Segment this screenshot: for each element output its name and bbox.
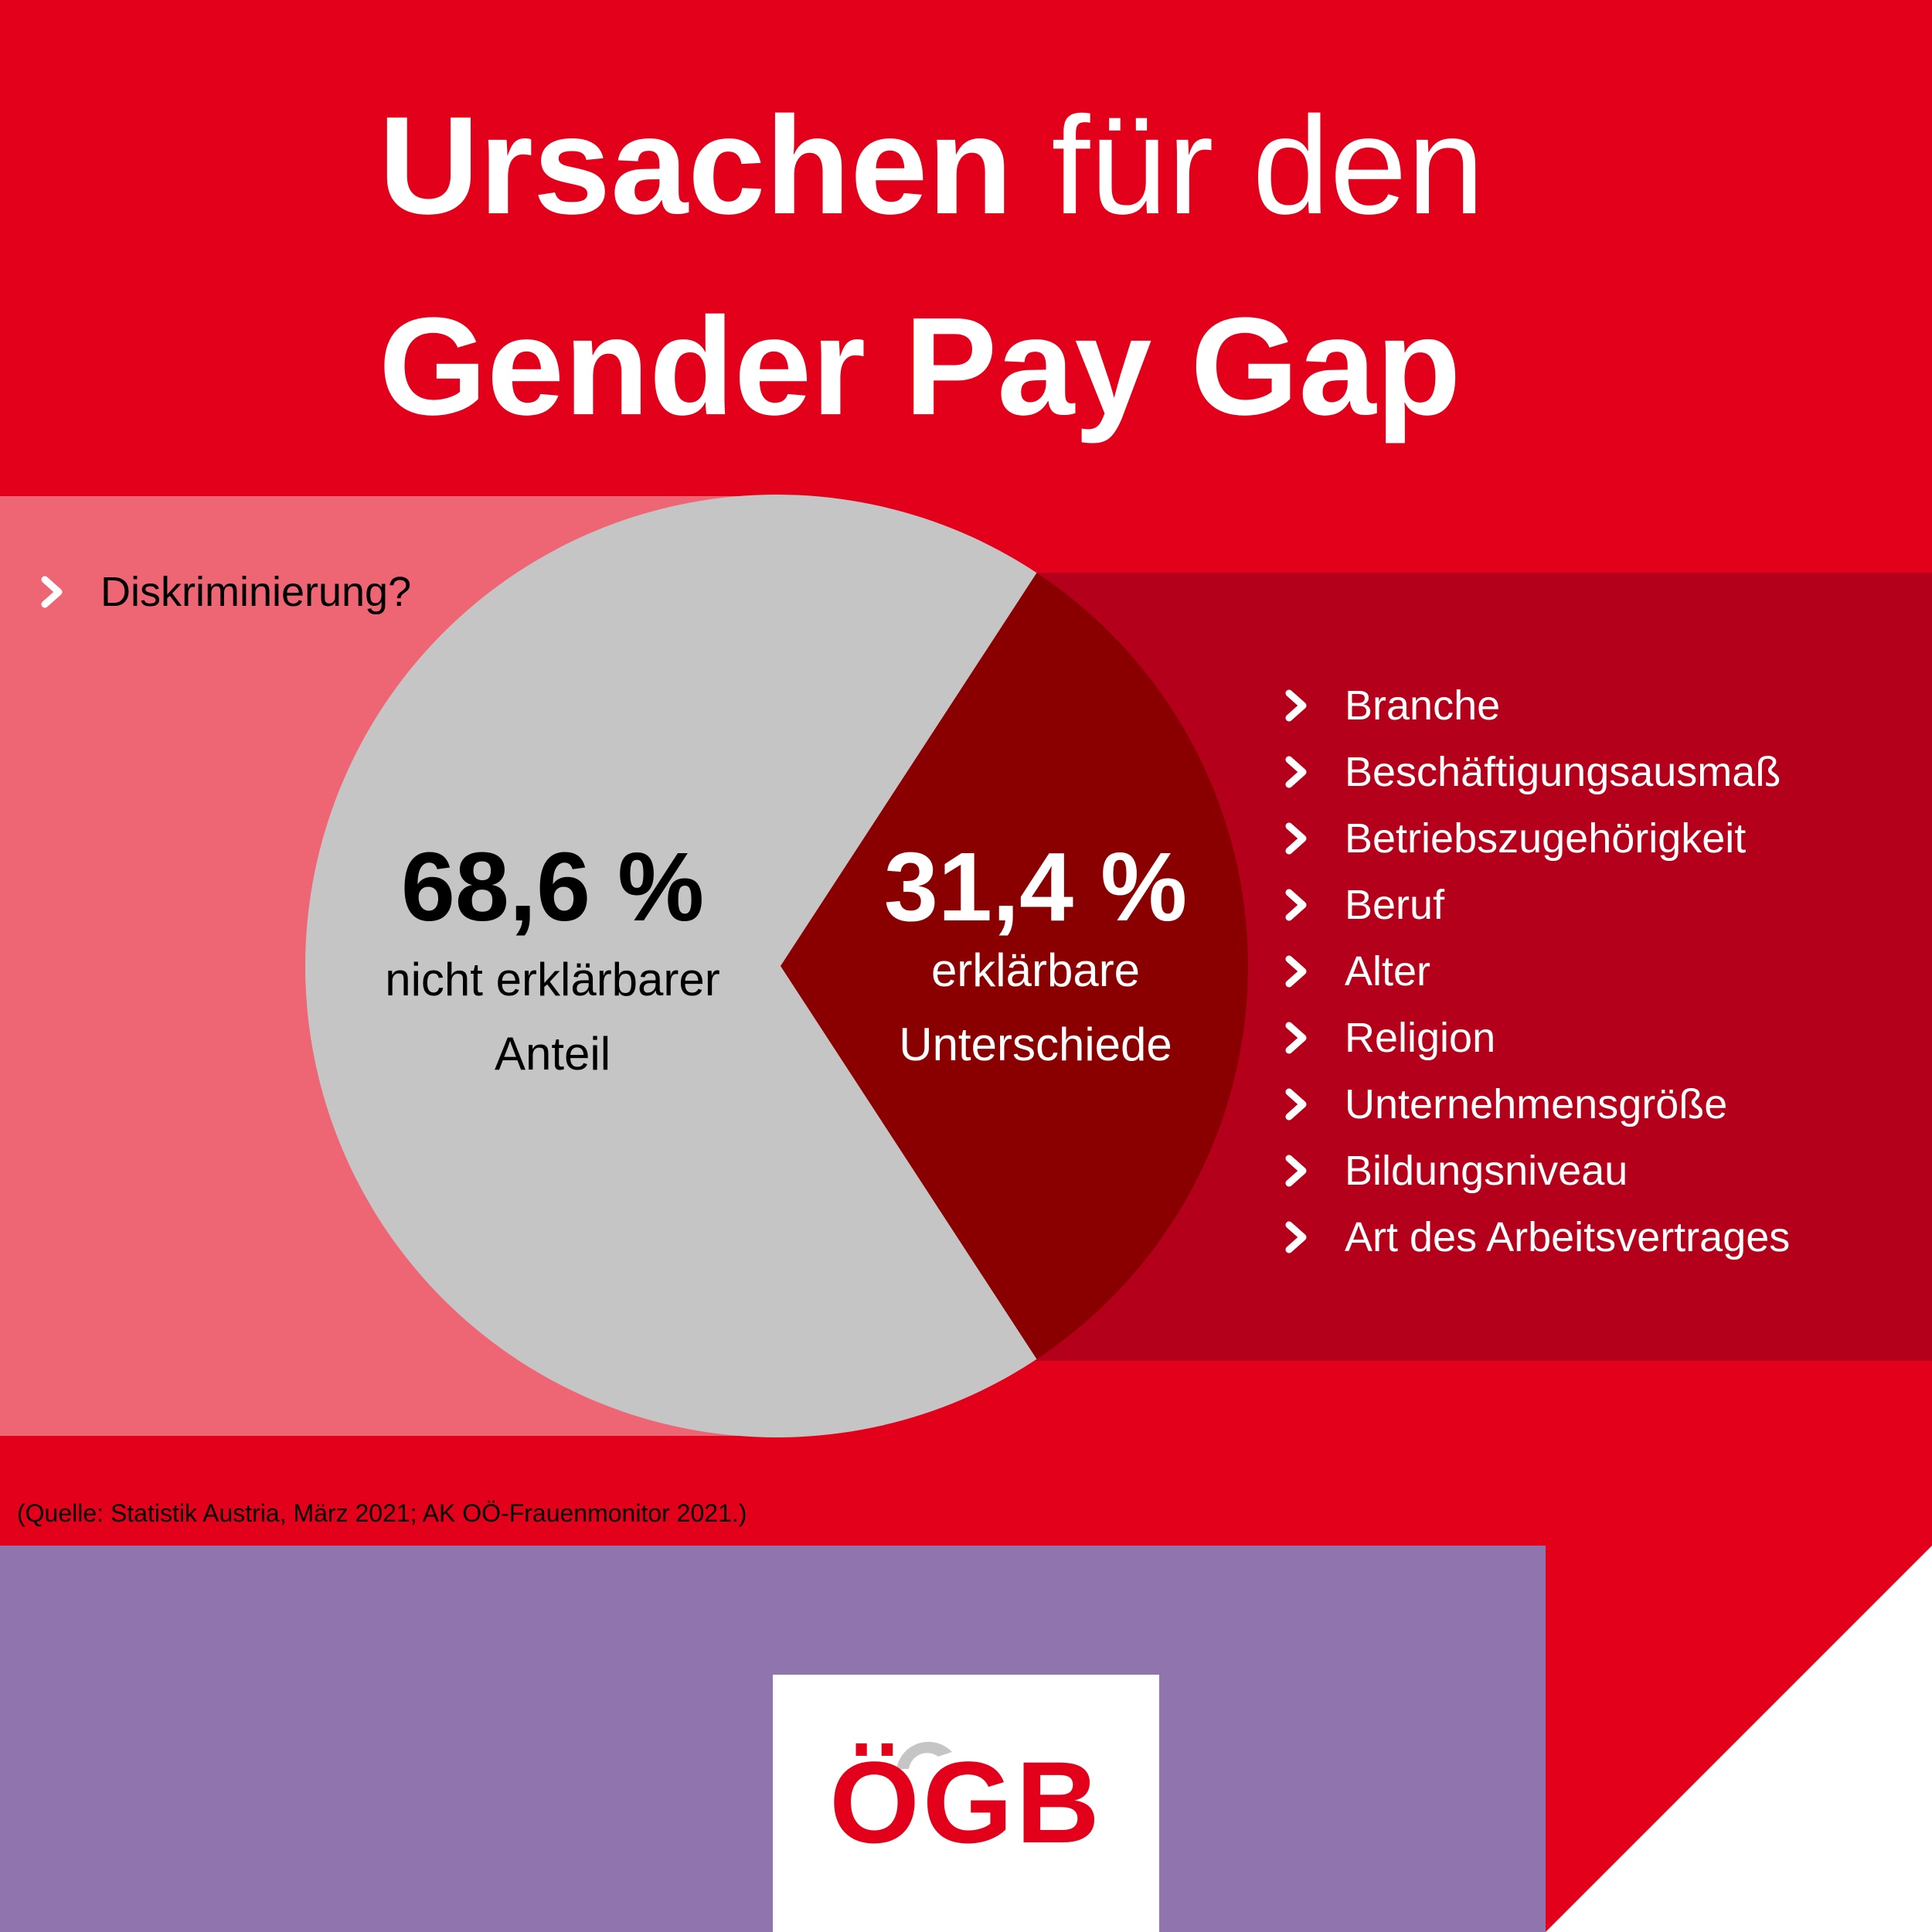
explained-description: erklärbare Unterschiede xyxy=(804,934,1267,1082)
chevron-right-icon xyxy=(1285,1088,1307,1121)
title-rest: für den xyxy=(1051,88,1485,243)
pie-slice-unexplained xyxy=(305,495,1037,1438)
chevron-right-icon xyxy=(1285,822,1307,855)
pie-slice-explained xyxy=(781,573,1248,1359)
explained-factor-label: Art des Arbeitsvertrages xyxy=(1345,1214,1791,1260)
explained-description-line-1: erklärbare xyxy=(930,944,1141,996)
chevron-right-icon xyxy=(1285,889,1307,921)
explained-factor-item: Art des Arbeitsvertrages xyxy=(1283,1204,1790,1270)
unexplained-description: nicht erklärbarer Anteil xyxy=(309,943,796,1091)
chevron-right-icon xyxy=(1285,1022,1307,1054)
explained-factor-item: Beruf xyxy=(1283,872,1790,938)
chevron-right-icon xyxy=(1285,955,1307,988)
explained-factor-item: Betriebszugehörigkeit xyxy=(1283,805,1790,872)
title-line-1: Ursachen für den xyxy=(379,97,1932,236)
unexplained-reason-label: Diskriminierung? xyxy=(100,569,412,615)
explained-factor-label: Alter xyxy=(1345,948,1431,995)
source-note: (Quelle: Statistik Austria, März 2021; A… xyxy=(17,1499,747,1527)
chevron-right-icon xyxy=(1285,1155,1307,1187)
unexplained-description-line-2: Anteil xyxy=(494,1028,611,1080)
chevron-right-icon xyxy=(41,576,63,608)
unexplained-value-label: 68,6 % xyxy=(400,832,705,941)
explained-factor-label: Unternehmensgröße xyxy=(1345,1081,1728,1128)
explained-factor-label: Beschäftigungsausmaß xyxy=(1345,749,1781,795)
explained-factor-label: Bildungsniveau xyxy=(1345,1148,1628,1194)
explained-factor-item: Bildungsniveau xyxy=(1283,1138,1790,1204)
title-keyword: Ursachen xyxy=(379,88,1013,243)
explained-factor-label: Beruf xyxy=(1345,882,1445,928)
explained-factor-label: Betriebszugehörigkeit xyxy=(1345,815,1747,862)
corner-triangle xyxy=(1546,1546,1932,1932)
explained-factor-item: Religion xyxy=(1283,1005,1790,1071)
explained-factor-item: Alter xyxy=(1283,938,1790,1005)
logo: ÖGB xyxy=(773,1675,1159,1932)
unexplained-reason-item: Diskriminierung? xyxy=(39,568,411,616)
logo-arc-mark xyxy=(896,1741,952,1769)
chevron-right-icon xyxy=(1285,689,1307,722)
explained-factor-item: Beschäftigungsausmaß xyxy=(1283,739,1790,805)
explained-description-line-2: Unterschiede xyxy=(899,1019,1172,1070)
logo-text: ÖGB xyxy=(829,1737,1103,1867)
explained-factor-item: Unternehmensgröße xyxy=(1283,1071,1790,1138)
explained-factor-list: Branche Beschäftigungsausmaß Betriebszugeh… xyxy=(1283,672,1790,1270)
explained-factor-label: Branche xyxy=(1345,682,1501,729)
explained-value-label: 31,4 % xyxy=(883,832,1188,941)
explained-factor-label: Religion xyxy=(1345,1015,1496,1061)
unexplained-description-line-1: nicht erklärbarer xyxy=(385,954,720,1005)
chevron-right-icon xyxy=(1285,1221,1307,1253)
title-line-2: Gender Pay Gap xyxy=(379,289,1461,444)
chevron-right-icon xyxy=(1285,756,1307,788)
explained-factor-item: Branche xyxy=(1283,672,1790,739)
